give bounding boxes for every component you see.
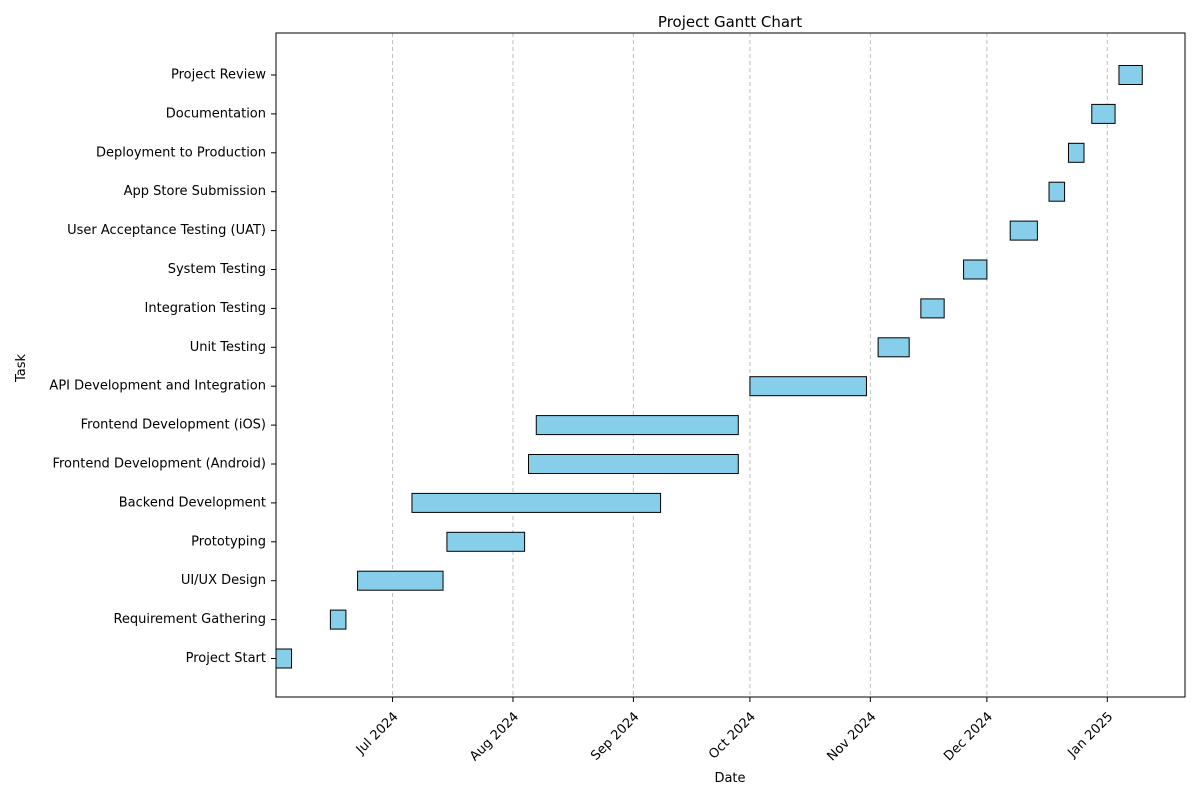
task-bar xyxy=(749,376,867,397)
x-tick-label: Nov 2024 xyxy=(825,709,880,764)
chart-title: Project Gantt Chart xyxy=(658,13,802,31)
plot-frame xyxy=(275,32,1186,698)
y-tick-label: Prototyping xyxy=(191,534,266,549)
x-axis-label: Date xyxy=(714,771,745,786)
x-tick-label: Jan 2025 xyxy=(1065,709,1117,761)
y-tick-label: System Testing xyxy=(168,262,266,277)
task-bar xyxy=(1067,142,1085,163)
task-bar xyxy=(535,415,739,436)
task-bar xyxy=(963,259,988,280)
task-bar xyxy=(1091,103,1116,124)
task-bar xyxy=(275,648,293,669)
x-tick-label: Sep 2024 xyxy=(588,709,642,763)
y-tick-label: UI/UX Design xyxy=(181,573,266,588)
task-bar xyxy=(920,298,945,319)
x-tick-labels: Jul 2024 Aug 2024 Sep 2024 Oct 2024 Nov 2024… xyxy=(353,697,1116,764)
task-bar xyxy=(357,570,444,591)
y-tick-labels: Project Start Requirement Gathering UI/UX … xyxy=(49,68,276,666)
y-tick-label: User Acceptance Testing (UAT) xyxy=(67,223,266,238)
y-tick-label: Requirement Gathering xyxy=(113,612,266,627)
y-tick-label: Unit Testing xyxy=(190,340,266,355)
grid-lines xyxy=(392,33,1108,697)
task-bar xyxy=(528,454,739,474)
y-tick-label: Backend Development xyxy=(119,495,266,510)
x-tick-label: Aug 2024 xyxy=(467,709,522,764)
x-tick-label: Jul 2024 xyxy=(353,709,402,758)
task-bar xyxy=(329,609,347,630)
task-bar xyxy=(411,492,662,513)
y-tick-label: Deployment to Production xyxy=(96,145,266,160)
task-bar xyxy=(1048,181,1066,202)
task-bars xyxy=(275,65,1143,669)
task-bar xyxy=(446,531,526,552)
y-tick-label: Project Review xyxy=(171,68,266,83)
x-tick-label: Dec 2024 xyxy=(941,709,996,764)
y-tick-label: Frontend Development (iOS) xyxy=(81,418,266,433)
y-axis-label: Task xyxy=(14,354,29,384)
x-tick-label: Oct 2024 xyxy=(706,709,759,762)
y-tick-label: Documentation xyxy=(166,106,266,121)
task-bar xyxy=(877,337,910,358)
y-tick-label: Integration Testing xyxy=(145,301,266,316)
y-tick-label: Project Start xyxy=(186,651,266,666)
task-bar xyxy=(1118,65,1143,85)
y-tick-label: API Development and Integration xyxy=(49,379,266,394)
task-bar xyxy=(1009,220,1038,241)
y-tick-label: App Store Submission xyxy=(124,184,266,199)
y-tick-label: Frontend Development (Android) xyxy=(52,457,266,472)
